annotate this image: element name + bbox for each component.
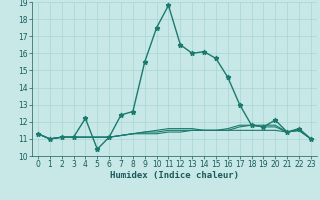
X-axis label: Humidex (Indice chaleur): Humidex (Indice chaleur) xyxy=(110,171,239,180)
